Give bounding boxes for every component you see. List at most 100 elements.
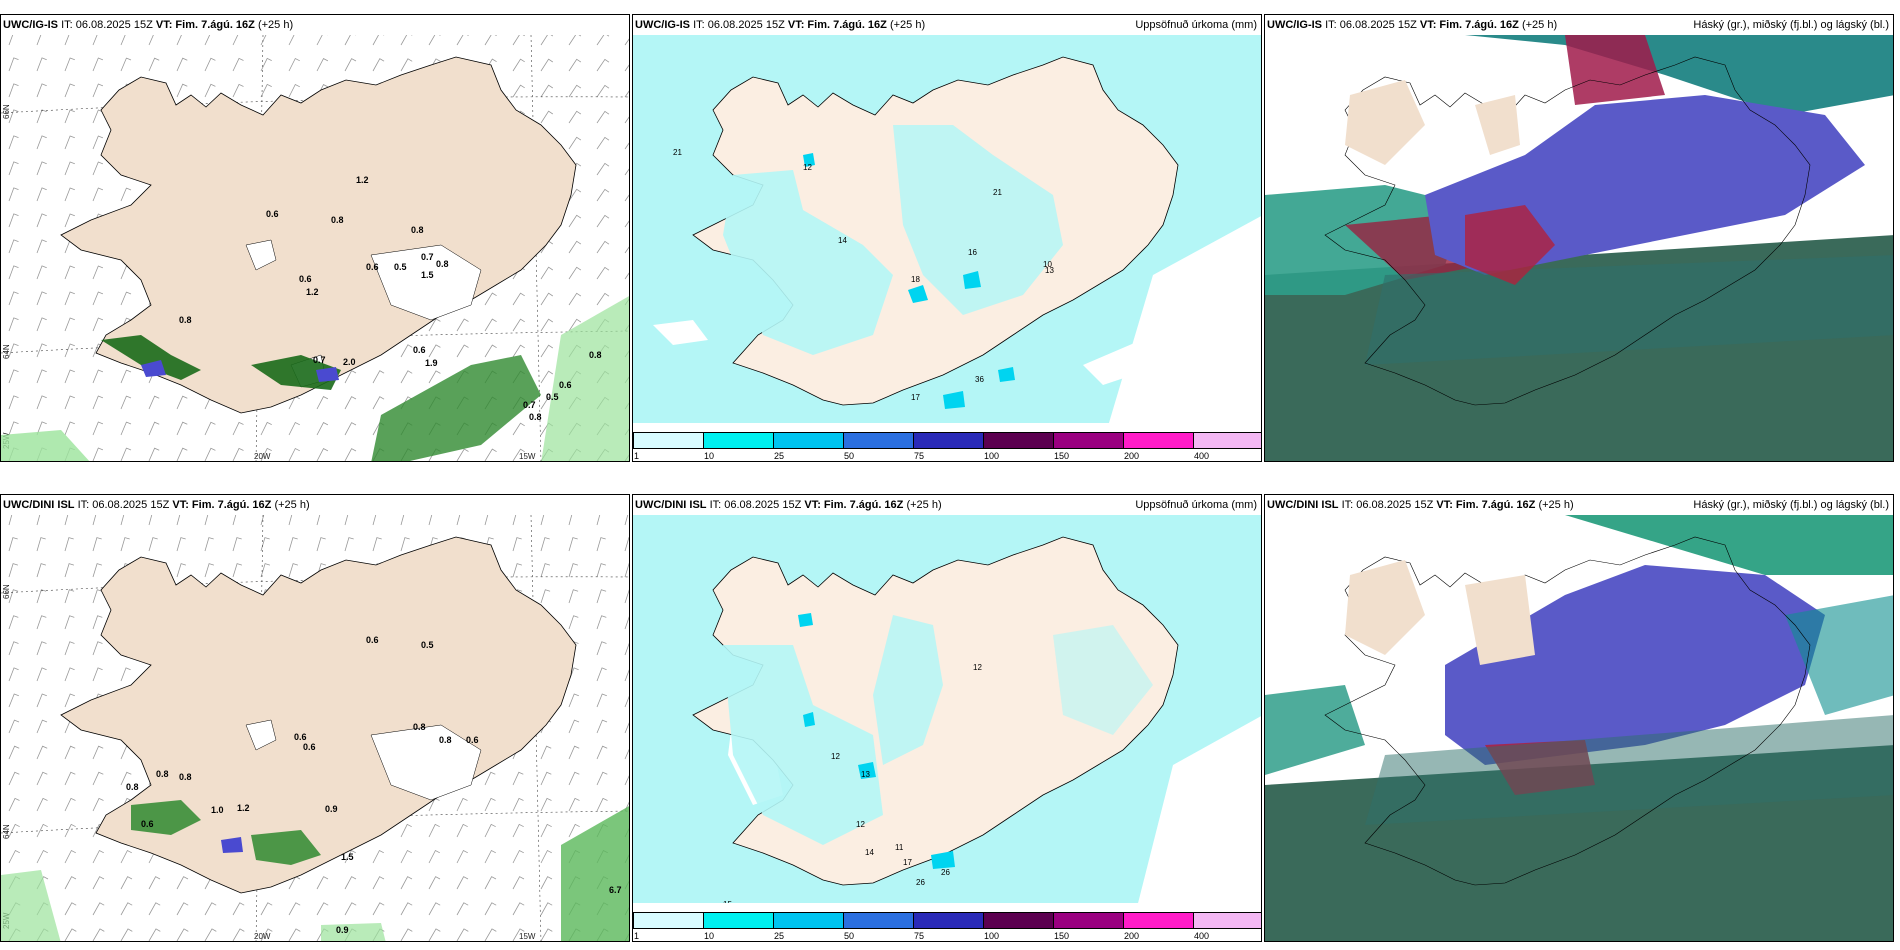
wind-barb <box>36 57 47 72</box>
wind-barb <box>540 849 552 864</box>
wind-barb <box>64 83 75 98</box>
wind-barb <box>36 83 47 98</box>
wind-barb <box>148 35 154 46</box>
wind-barb <box>456 902 469 916</box>
colorbar-swatch <box>983 432 1054 449</box>
colorbar-tick-label: 150 <box>1054 451 1070 461</box>
wind-barb <box>512 422 525 436</box>
wind-barb <box>400 823 412 838</box>
wind-barb <box>540 537 550 552</box>
wind-barb <box>624 272 629 280</box>
wind-barb <box>260 563 271 578</box>
wind-barb <box>92 369 104 384</box>
wind-barb <box>344 58 357 72</box>
wind-barb <box>540 84 554 98</box>
wind-barb <box>316 537 326 552</box>
wind-value: 1.5 <box>341 852 354 862</box>
wind-barb <box>176 537 186 552</box>
wind-barb <box>344 537 354 552</box>
wind-barb <box>204 563 215 578</box>
wind-barb <box>400 876 413 890</box>
wind-barb <box>624 722 629 734</box>
wind-barb <box>316 35 328 46</box>
wind-barb <box>204 902 217 916</box>
wind-barb <box>624 537 629 552</box>
wind-barb <box>36 109 47 124</box>
colorbar-swatch <box>703 432 774 449</box>
colorbar-swatch <box>1123 432 1194 449</box>
wind-barb <box>120 515 125 526</box>
wind-barb <box>400 849 412 864</box>
wind-barb <box>596 667 607 682</box>
wind-barb <box>568 771 580 786</box>
wind-value: 0.8 <box>439 735 452 745</box>
wind-barb <box>344 370 357 384</box>
colorbar-tick-label: 75 <box>914 451 925 461</box>
wind-barb <box>8 187 19 202</box>
cloud-map-svg <box>1265 35 1893 461</box>
wind-barb <box>204 35 211 46</box>
wind-barb <box>120 35 126 46</box>
wind-barb <box>624 775 629 786</box>
wind-barb <box>484 448 497 461</box>
colorbar-tick-label: 75 <box>914 931 925 941</box>
colorbar-tick-label: 1 <box>634 931 640 941</box>
wind-barb <box>8 109 19 124</box>
wind-barb <box>120 849 132 864</box>
wind-value: 0.9 <box>325 804 338 814</box>
init-time: IT: 06.08.2025 15Z <box>61 19 153 31</box>
colorbar-swatch <box>1193 432 1261 449</box>
wind-barb <box>512 35 525 46</box>
wind-barb <box>36 771 48 786</box>
wind-barb <box>344 902 357 916</box>
wind-barb <box>8 537 18 552</box>
wind-barb <box>540 370 554 384</box>
wind-barb <box>624 616 629 630</box>
wind-barb <box>484 823 496 838</box>
wind-barb <box>456 344 469 358</box>
wind-barb <box>596 214 610 228</box>
colorbar-swatch <box>913 432 984 449</box>
wind-barb <box>64 395 75 410</box>
colorbar-swatch <box>1123 912 1194 929</box>
wind-barb <box>8 369 19 384</box>
wind-barb <box>596 771 608 786</box>
precip-value: 36 <box>975 375 984 384</box>
colorbar-swatch <box>703 912 774 929</box>
valid-time: Fim. 7.ágú. 16Z <box>1439 19 1519 31</box>
wind-barb <box>232 928 245 941</box>
panel-title: Uppsöfnuð úrkoma (mm) <box>1135 499 1257 511</box>
wind-barb <box>456 876 469 890</box>
wind-barb <box>596 84 610 98</box>
valid-label: VT: <box>804 499 821 511</box>
colorbar-swatch <box>983 912 1054 929</box>
lat-label-66n: 66N <box>2 104 11 119</box>
colorbar-swatch <box>913 912 984 929</box>
wind-barb <box>120 421 132 436</box>
valid-time: Fim. 7.ágú. 16Z <box>175 19 255 31</box>
wind-value: 2.0 <box>343 357 356 367</box>
wind-barb <box>624 168 629 176</box>
wind-barb <box>8 161 19 176</box>
wind-barb <box>344 422 357 436</box>
wind-barb <box>176 515 181 526</box>
wind-barb <box>288 563 299 578</box>
wind-barb <box>148 902 161 916</box>
wind-barb <box>456 928 469 941</box>
model-name: UWC/DINI ISL <box>1267 499 1339 511</box>
wind-barb <box>624 38 629 46</box>
wind-barb <box>176 83 188 98</box>
wind-barb <box>428 35 441 46</box>
wind-barb <box>540 515 545 526</box>
wind-barb <box>428 370 441 384</box>
wind-value: 1.2 <box>306 287 319 297</box>
wind-barb <box>316 448 329 461</box>
wind-barb <box>232 57 244 72</box>
wind-barb <box>92 615 103 630</box>
wind-barb <box>512 902 525 916</box>
lon-label-20w: 20W <box>254 452 271 461</box>
colorbar-swatch <box>633 912 704 929</box>
precip-value: 21 <box>993 188 1002 197</box>
colorbar-swatch <box>773 912 844 929</box>
wind-barb <box>92 641 103 656</box>
